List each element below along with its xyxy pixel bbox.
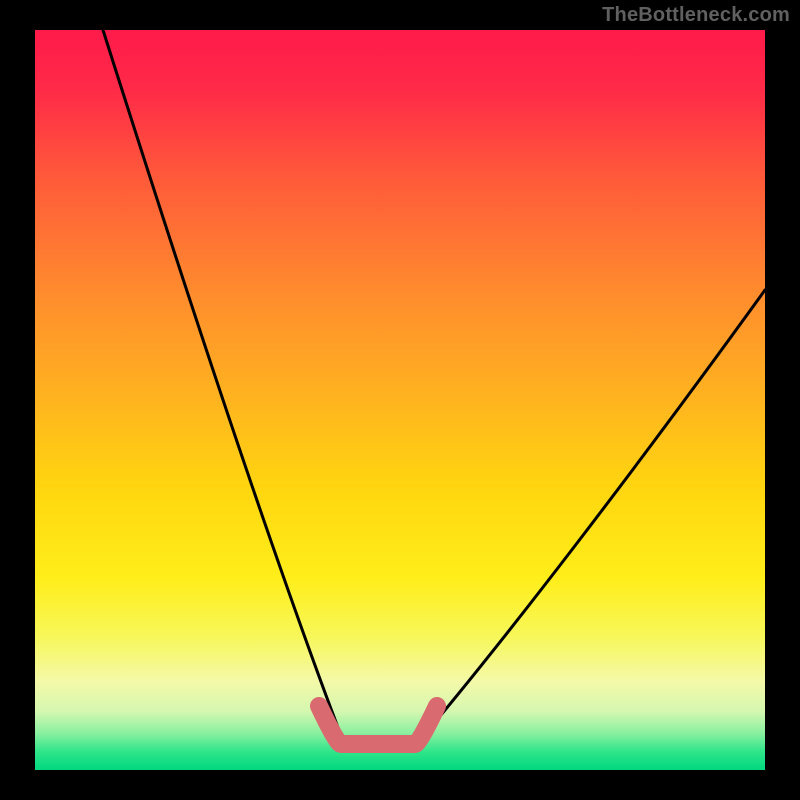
watermark-text: TheBottleneck.com — [602, 4, 790, 27]
chart-frame: TheBottleneck.com — [0, 0, 800, 800]
plot-area — [35, 30, 765, 770]
valley-highlight — [35, 30, 765, 770]
